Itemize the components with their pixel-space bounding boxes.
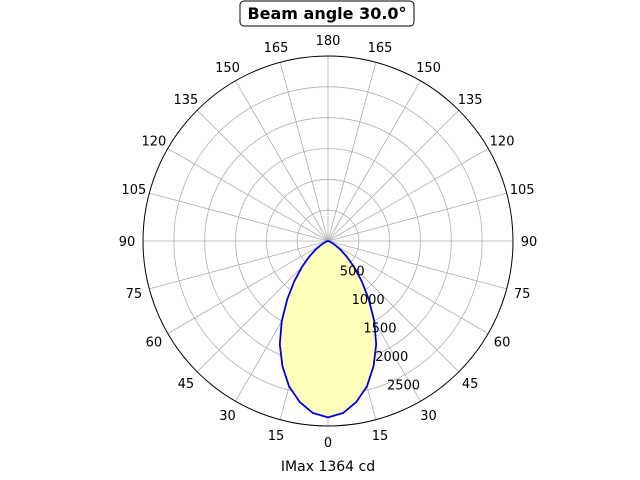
angle-grid-line-60 — [327, 240, 489, 334]
angle-tick-label-left-0: 0 — [324, 436, 332, 451]
angle-grid-line-300 — [167, 240, 329, 334]
polar-outer-circle — [142, 55, 514, 427]
angle-tick-label-left-105: 105 — [121, 183, 146, 198]
angle-tick-label-left-15: 15 — [268, 429, 285, 444]
radial-tick-label-2500: 2500 — [387, 378, 420, 393]
chart-title: Beam angle 30.0° — [247, 4, 406, 23]
radial-tick-label-1000: 1000 — [352, 293, 385, 308]
series-line — [278, 240, 378, 419]
angle-tick-label-left-60: 60 — [146, 336, 163, 351]
angle-tick-label-left-30: 30 — [219, 409, 236, 424]
angle-grid-line-285 — [149, 240, 329, 290]
x-axis-label: IMax 1364 cd — [281, 459, 375, 475]
angle-grid-line-195 — [279, 62, 329, 242]
angle-grid-line-165 — [327, 62, 377, 242]
angle-tick-label-right-135: 135 — [458, 93, 483, 108]
series-group — [278, 240, 378, 419]
angle-grid-line-255 — [149, 192, 329, 242]
angle-grid-line-210 — [235, 80, 329, 242]
angle-tick-label-right-60: 60 — [494, 336, 511, 351]
series-fill — [279, 241, 377, 418]
angle-tick-label-right-75: 75 — [514, 287, 531, 302]
radial-tick-label-2000: 2000 — [375, 350, 408, 365]
angle-tick-label-left-90: 90 — [119, 235, 136, 250]
angle-tick-label-left-75: 75 — [126, 287, 143, 302]
angle-tick-label-right-30: 30 — [420, 409, 437, 424]
angle-grid-line-150 — [327, 80, 421, 242]
angle-tick-label-right-45: 45 — [462, 377, 479, 392]
angle-grid-line-225 — [196, 109, 329, 242]
angle-tick-labels: 0 15 30 45 60 75 90 105 120 135 150 165 180 15 30 45 60 7… — [119, 34, 538, 451]
angle-tick-label-left-165: 165 — [264, 41, 289, 56]
angle-tick-label-right-150: 150 — [416, 61, 441, 76]
radial-tick-labels: 500 1000 1500 2000 2500 — [340, 264, 420, 393]
angle-grid-line-75 — [327, 240, 507, 290]
angle-tick-label-right-165: 165 — [368, 41, 393, 56]
radial-tick-label-1500: 1500 — [363, 321, 396, 336]
angle-tick-label-right-90: 90 — [521, 235, 538, 250]
angle-tick-label-left-45: 45 — [178, 377, 195, 392]
angle-grid-line-135 — [327, 109, 460, 242]
angle-tick-label-right-105: 105 — [510, 183, 535, 198]
angle-tick-label-left-120: 120 — [142, 135, 167, 150]
title-box — [239, 0, 415, 27]
angle-tick-label-left-150: 150 — [215, 61, 240, 76]
angle-grid-line-120 — [327, 148, 489, 242]
angle-tick-label-left-135: 135 — [173, 93, 198, 108]
angle-tick-label-left-180: 180 — [316, 34, 341, 49]
angle-grid-line-105 — [327, 192, 507, 242]
radial-tick-label-500: 500 — [340, 264, 365, 279]
angle-tick-label-right-120: 120 — [490, 135, 515, 150]
angle-grid-line-240 — [167, 148, 329, 242]
angle-tick-label-right-15: 15 — [372, 429, 389, 444]
